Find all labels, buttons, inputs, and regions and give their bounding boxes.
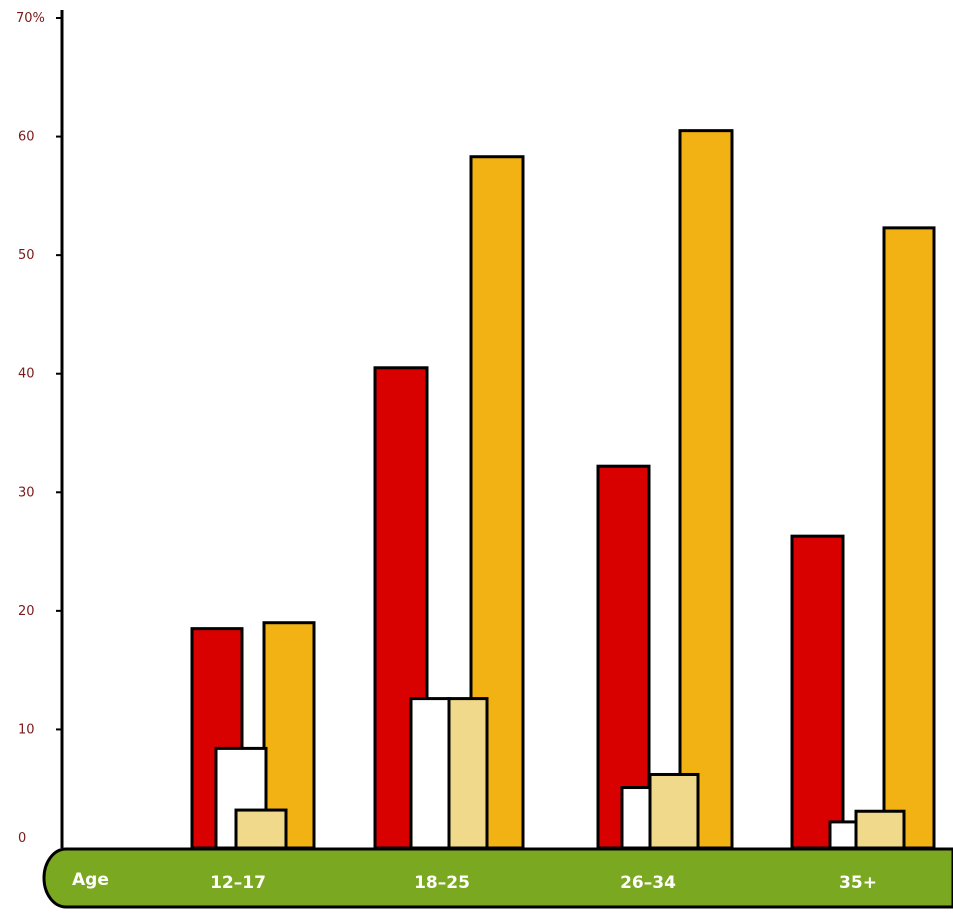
bar-2-0 xyxy=(596,464,651,850)
bar-2-2 xyxy=(648,772,700,850)
y-tick-label: 30 xyxy=(18,485,35,500)
y-tick-label: 0 xyxy=(18,831,26,846)
bar-1-2 xyxy=(447,697,489,850)
y-tick-label: 40 xyxy=(18,367,35,382)
y-tick-label: 60 xyxy=(18,130,35,145)
bar-0-2 xyxy=(234,808,288,850)
bar-1-1 xyxy=(409,697,451,850)
bar-2-3 xyxy=(678,129,734,850)
category-label: 26–34 xyxy=(620,873,676,893)
bar-3-3 xyxy=(882,226,936,850)
bars xyxy=(190,129,936,850)
age-label: Age xyxy=(72,870,109,890)
y-tick-label: 10 xyxy=(18,722,35,737)
bar-3-0 xyxy=(790,534,845,850)
y-tick-label: 20 xyxy=(18,604,35,619)
y-tick-label: 50 xyxy=(18,248,35,263)
x-axis-band: Age 12–17 18–25 26–34 35+ xyxy=(42,847,953,909)
y-axis: 0 10 20 30 40 50 60 70% xyxy=(16,10,64,848)
y-tick-label: 70% xyxy=(16,11,45,26)
age-band xyxy=(42,847,953,909)
category-label: 12–17 xyxy=(210,873,266,893)
category-label: 18–25 xyxy=(414,873,470,893)
category-label: 35+ xyxy=(839,873,877,893)
bar-3-2 xyxy=(854,809,906,850)
